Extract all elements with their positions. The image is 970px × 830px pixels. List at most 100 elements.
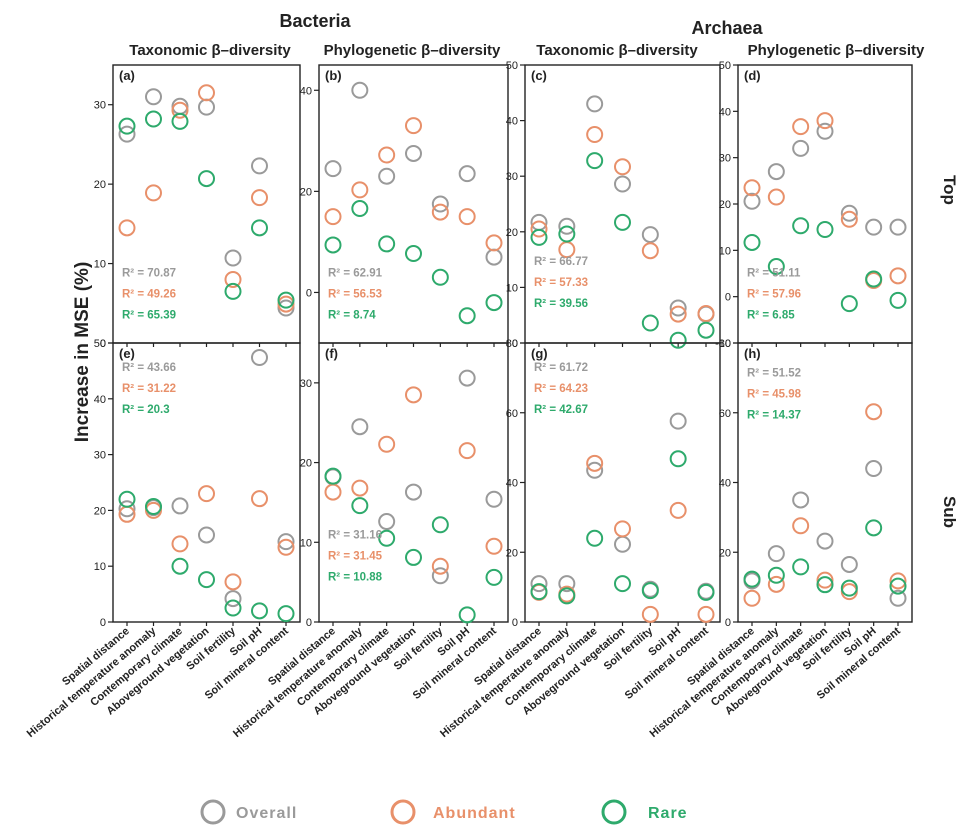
legend-marker-rare [601,799,627,825]
marker-rare [767,258,785,276]
marker-rare [145,497,162,515]
marker-overall [889,589,907,607]
marker-abundant [224,573,242,591]
r2-label-overall: R² = 66.77 [534,256,588,268]
marker-abundant [586,126,604,143]
marker-abundant [697,605,715,623]
marker-abundant [697,305,715,323]
marker-rare [277,605,295,623]
plot-frame [318,64,509,344]
y-tick-label: 40 [94,394,106,406]
marker-abundant [118,219,136,237]
y-tick-label: 20 [94,505,106,517]
marker-rare [816,220,834,238]
marker-abundant [431,557,449,575]
marker-rare [816,576,834,594]
y-tick-label: 0 [100,338,106,350]
marker-overall [198,526,215,544]
panel-c: 0 10 20 30 40 50 (c) R² = 66.77 R² = 57.33 R² = 3… [506,60,721,350]
y-tick-label: -10 [715,338,731,350]
r2-label-overall: R² = 62.91 [328,267,383,279]
marker-overall [669,299,687,317]
y-tick-label: 30 [506,171,518,183]
marker-rare [431,268,449,286]
marker-abundant [171,101,189,119]
col-title-1: Taxonomic β–diversity [129,42,291,59]
r2-label-abundant: R² = 57.96 [747,288,801,300]
y-tick-label: 0 [512,338,518,350]
panel-letter: (f) [325,346,338,361]
marker-rare [840,295,858,313]
marker-overall [840,204,858,222]
r2-label-abundant: R² = 57.33 [534,277,588,289]
marker-overall [277,533,295,551]
marker-abundant [351,181,369,199]
marker-abundant [792,517,810,535]
marker-abundant [816,112,834,130]
r2-label-abundant: R² = 56.53 [328,288,382,300]
y-tick-label: 60 [506,408,518,420]
y-tick-label: 20 [506,547,518,559]
r2-label-rare: R² = 10.88 [328,571,383,583]
marker-abundant [586,454,604,472]
r2-label-abundant: R² = 31.22 [122,383,176,395]
marker-abundant [669,305,687,323]
marker-abundant [614,158,631,176]
marker-overall [251,349,268,367]
marker-abundant [378,146,396,164]
legend-marker-overall [200,799,226,825]
marker-rare [669,331,687,349]
marker-overall [614,175,631,193]
bacteria-title: Bacteria [279,11,351,31]
marker-rare [767,566,785,584]
marker-rare [171,112,189,130]
y-tick-label: 10 [94,561,106,573]
marker-overall [816,122,834,140]
marker-abundant [145,184,162,202]
marker-abundant [641,605,659,623]
marker-abundant [431,203,449,221]
panel-letter: (d) [744,68,761,83]
marker-rare [530,583,548,601]
marker-overall [816,532,834,550]
marker-abundant [485,537,503,555]
panel-d: -10 0 10 20 30 40 50 (d) R² = 51.11 R² = 57.96 R² … [715,60,913,350]
panel-letter: (c) [531,68,547,83]
y-tick-label: 20 [719,199,731,211]
y-tick-label: 80 [719,338,731,350]
r2-label-overall: R² = 31.16 [328,529,382,541]
marker-abundant [840,583,858,601]
r2-label-rare: R² = 20.3 [122,404,170,416]
marker-abundant [614,520,631,538]
marker-rare [378,529,396,547]
marker-rare [224,599,242,617]
marker-abundant [198,485,215,503]
marker-rare [251,219,268,237]
marker-rare [614,575,631,593]
marker-rare [224,282,242,300]
marker-rare [118,117,136,135]
marker-rare [405,548,422,566]
marker-abundant [458,442,476,460]
marker-rare [889,291,907,309]
marker-rare [558,225,576,243]
r2-label-abundant: R² = 45.98 [747,388,802,400]
marker-abundant [558,241,576,259]
marker-overall [378,513,396,531]
y-tick-label: 10 [300,537,312,549]
marker-rare [171,557,189,575]
y-tick-label: 50 [506,60,518,72]
y-tick-label: 50 [94,338,106,350]
panel-letter: (g) [531,346,548,361]
y-tick-label: 80 [506,338,518,350]
marker-overall [251,157,268,175]
y-tick-label: 40 [300,85,312,97]
marker-rare [614,213,631,231]
marker-abundant [816,571,834,589]
y-tick-label: 30 [94,450,106,462]
marker-abundant [198,84,215,102]
marker-overall [792,139,810,157]
